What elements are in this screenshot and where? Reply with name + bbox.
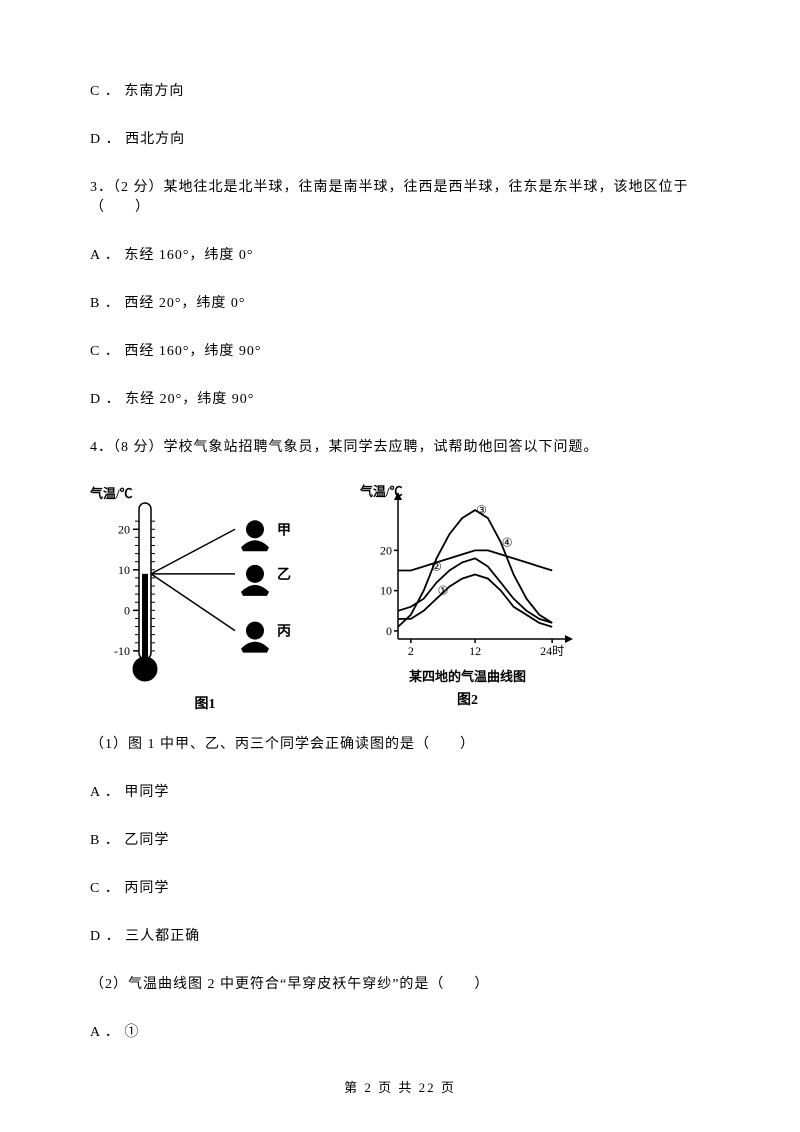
q3-option-a: A ． 东经 160°，纬度 0° bbox=[90, 244, 710, 264]
svg-text:24时: 24时 bbox=[540, 644, 564, 658]
q3-stem: 3．（2 分）某地往北是北半球，往南是南半球，往西是西半球，往东是东半球，该地区… bbox=[90, 176, 710, 216]
q4-sub1-d: D ． 三人都正确 bbox=[90, 925, 710, 945]
figure-1-svg: 气温/℃ 20 10 0 -10 甲乙丙 bbox=[90, 484, 320, 684]
q4-sub2-a: A ． ① bbox=[90, 1021, 710, 1041]
svg-text:2: 2 bbox=[408, 644, 414, 658]
svg-text:气温/℃: 气温/℃ bbox=[90, 486, 133, 501]
figure-2-caption: 图2 bbox=[360, 689, 575, 709]
figure-1: 气温/℃ 20 10 0 -10 甲乙丙 图1 bbox=[90, 484, 320, 713]
svg-text:20: 20 bbox=[118, 522, 130, 536]
svg-text:0: 0 bbox=[386, 624, 392, 638]
option-d-prev: D ． 西北方向 bbox=[90, 128, 710, 148]
svg-text:20: 20 bbox=[380, 543, 392, 557]
svg-text:甲: 甲 bbox=[277, 522, 291, 538]
svg-text:乙: 乙 bbox=[277, 567, 291, 583]
svg-text:①: ① bbox=[438, 584, 449, 598]
option-c-prev: C ． 东南方向 bbox=[90, 80, 710, 100]
q3-option-b: B ． 西经 20°，纬度 0° bbox=[90, 292, 710, 312]
figure-row: 气温/℃ 20 10 0 -10 甲乙丙 图1 气温/℃ 20 10 0 2 12 24时 ① ② ③ ④ 某… bbox=[90, 484, 710, 713]
q3-option-c: C ． 西经 160°，纬度 90° bbox=[90, 340, 710, 360]
q3-option-d: D ． 东经 20°，纬度 90° bbox=[90, 388, 710, 408]
figure-2: 气温/℃2010021224时①②③④ 某四地的气温曲线图 图2 bbox=[360, 484, 575, 709]
svg-text:-10: -10 bbox=[114, 644, 130, 658]
q4-sub1-stem: （1）图 1 中甲、乙、丙三个同学会正确读图的是（ ） bbox=[90, 733, 710, 753]
figure-1-caption: 图1 bbox=[90, 693, 320, 713]
q4-sub1-a: A ． 甲同学 bbox=[90, 781, 710, 801]
svg-text:②: ② bbox=[431, 560, 442, 574]
page-footer: 第 2 页 共 22 页 bbox=[90, 1077, 710, 1096]
svg-text:12: 12 bbox=[469, 644, 481, 658]
q4-sub1-c: C ． 丙同学 bbox=[90, 877, 710, 897]
figure-2-svg: 气温/℃2010021224时①②③④ bbox=[360, 484, 575, 659]
svg-text:③: ③ bbox=[476, 503, 487, 517]
q4-stem: 4．（8 分）学校气象站招聘气象员，某同学去应聘，试帮助他回答以下问题。 bbox=[90, 436, 710, 456]
svg-text:10: 10 bbox=[118, 563, 130, 577]
svg-text:10: 10 bbox=[380, 584, 392, 598]
svg-text:0: 0 bbox=[124, 603, 130, 617]
figure-2-subtitle: 某四地的气温曲线图 bbox=[360, 666, 575, 685]
svg-text:④: ④ bbox=[502, 535, 513, 549]
svg-text:丙: 丙 bbox=[277, 624, 291, 640]
q4-sub1-b: B ． 乙同学 bbox=[90, 829, 710, 849]
q4-sub2-stem: （2）气温曲线图 2 中更符合“早穿皮袄午穿纱”的是（ ） bbox=[90, 973, 710, 993]
